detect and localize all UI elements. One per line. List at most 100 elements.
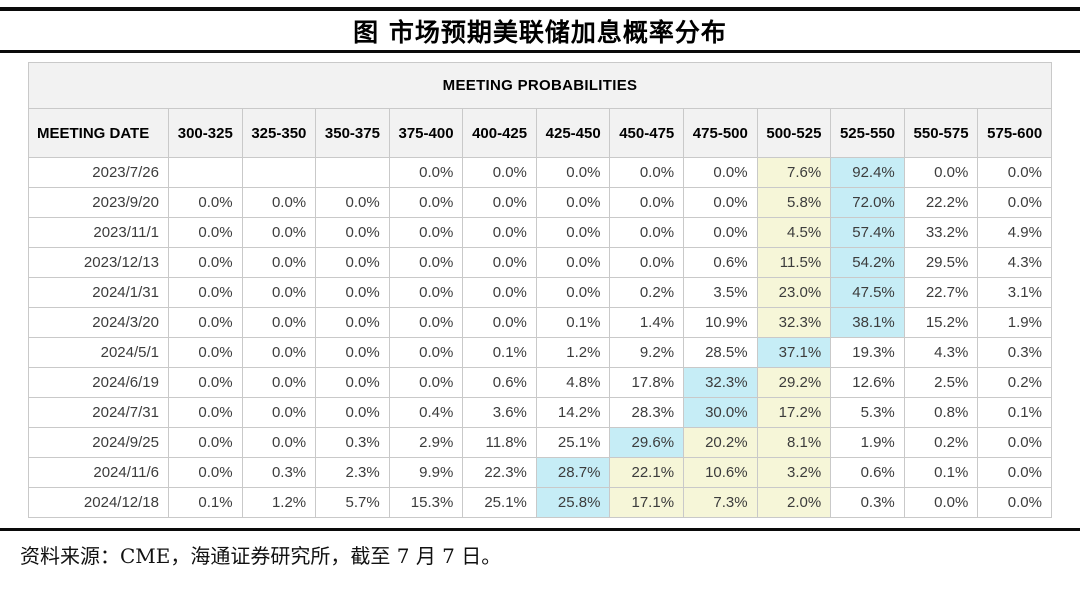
- probability-cell: 32.3%: [756, 307, 832, 338]
- probability-cell: 3.2%: [756, 457, 832, 488]
- probability-cell: 0.1%: [535, 307, 611, 338]
- probability-cell: 0.0%: [388, 187, 464, 218]
- probability-cell: 0.0%: [315, 337, 390, 368]
- col-header-range: 350-375: [315, 108, 390, 158]
- probability-cell: 0.3%: [977, 337, 1052, 368]
- table-row: 2024/11/6 0.0% 0.3% 2.3% 9.9% 22.3% 28.7% 22.1%…: [28, 457, 1052, 488]
- probability-cell: 1.2%: [241, 487, 317, 518]
- meeting-date-cell: 2024/12/18: [28, 487, 169, 518]
- col-header-range: 475-500: [683, 108, 758, 158]
- probability-cell: 0.0%: [241, 307, 317, 338]
- probability-cell: 0.1%: [977, 397, 1052, 428]
- probability-cell: [241, 157, 317, 188]
- probability-cell: 38.1%: [830, 307, 905, 338]
- probability-cell: 0.0%: [315, 307, 390, 338]
- probability-cell: 0.1%: [462, 337, 537, 368]
- table-caption: MEETING PROBABILITIES: [28, 62, 1052, 109]
- probability-cell: 10.9%: [683, 307, 758, 338]
- probability-cell: 0.0%: [462, 217, 537, 248]
- probability-cell: 33.2%: [903, 217, 979, 248]
- probability-cell: 22.2%: [903, 187, 979, 218]
- probability-cell: 17.2%: [756, 397, 832, 428]
- probability-cell: 0.2%: [903, 427, 979, 458]
- probability-cell: 10.6%: [683, 457, 758, 488]
- probability-cell: 32.3%: [683, 367, 758, 398]
- probability-cell: 0.0%: [462, 187, 537, 218]
- probability-cell: 0.0%: [241, 367, 317, 398]
- probability-cell: 0.0%: [462, 277, 537, 308]
- probability-cell: 15.3%: [388, 487, 464, 518]
- probability-cell: 4.9%: [977, 217, 1052, 248]
- table-row: 2024/9/25 0.0% 0.0% 0.3% 2.9% 11.8% 25.1% 29.6%…: [28, 427, 1052, 458]
- probability-cell: 0.0%: [388, 247, 464, 278]
- probability-cell: 4.3%: [977, 247, 1052, 278]
- meeting-date-cell: 2024/5/1: [28, 337, 169, 368]
- probability-cell: 0.0%: [462, 247, 537, 278]
- probability-cell: [168, 157, 243, 188]
- probability-cell: 0.0%: [241, 187, 317, 218]
- table-caption-row: MEETING PROBABILITIES: [28, 62, 1052, 109]
- probability-cell: 0.0%: [462, 307, 537, 338]
- meeting-date-cell: 2024/7/31: [28, 397, 169, 428]
- probability-cell: 0.0%: [609, 157, 685, 188]
- probability-cell: 47.5%: [830, 277, 905, 308]
- probability-cell: 0.0%: [315, 217, 390, 248]
- col-header-range: 525-550: [830, 108, 905, 158]
- probability-cell: 0.0%: [241, 217, 317, 248]
- probability-cell: 0.0%: [535, 157, 611, 188]
- table-row: 2023/9/20 0.0% 0.0% 0.0% 0.0% 0.0% 0.0% 0.0% 0.0…: [28, 187, 1052, 218]
- probability-cell: 0.0%: [609, 217, 685, 248]
- figure-title: 图 市场预期美联储加息概率分布: [353, 18, 727, 47]
- probability-cell: 19.3%: [830, 337, 905, 368]
- probability-cell: 3.1%: [977, 277, 1052, 308]
- source-note: 资料来源：CME，海通证券研究所，截至 7 月 7 日。: [20, 544, 502, 568]
- probability-cell: 92.4%: [830, 157, 905, 188]
- probability-cell: 0.0%: [903, 157, 979, 188]
- probability-cell: 25.1%: [462, 487, 537, 518]
- meeting-date-cell: 2024/1/31: [28, 277, 169, 308]
- probability-cell: 0.0%: [683, 157, 758, 188]
- probability-cell: 0.0%: [241, 397, 317, 428]
- probability-cell: 5.7%: [315, 487, 390, 518]
- probability-cell: 29.5%: [903, 247, 979, 278]
- probability-cell: 0.0%: [315, 367, 390, 398]
- meeting-probabilities-table: MEETING PROBABILITIES MEETING DATE 300-3…: [28, 62, 1052, 518]
- probability-cell: 0.6%: [830, 457, 905, 488]
- probability-cell: 2.9%: [388, 427, 464, 458]
- probability-cell: 0.0%: [168, 457, 243, 488]
- probability-cell: 28.7%: [535, 457, 611, 488]
- probability-cell: 0.0%: [609, 247, 685, 278]
- probabilities-grid: MEETING PROBABILITIES MEETING DATE 300-3…: [28, 62, 1052, 518]
- probability-cell: 4.8%: [535, 367, 611, 398]
- probability-cell: 0.0%: [168, 367, 243, 398]
- meeting-date-cell: 2024/9/25: [28, 427, 169, 458]
- probability-cell: 0.0%: [388, 277, 464, 308]
- probability-cell: 0.0%: [683, 217, 758, 248]
- probability-cell: 0.0%: [977, 157, 1052, 188]
- probability-cell: 0.0%: [535, 187, 611, 218]
- meeting-date-cell: 2024/11/6: [28, 457, 169, 488]
- meeting-date-cell: 2023/9/20: [28, 187, 169, 218]
- col-header-range: 550-575: [903, 108, 979, 158]
- probability-cell: 5.8%: [756, 187, 832, 218]
- probability-cell: 0.3%: [315, 427, 390, 458]
- probability-cell: 14.2%: [535, 397, 611, 428]
- table-row: 2023/7/26 0.0% 0.0% 0.0% 0.0% 0.0% 7.6% 92.4% 0.…: [28, 157, 1052, 188]
- probability-cell: 12.6%: [830, 367, 905, 398]
- probability-cell: 0.0%: [388, 307, 464, 338]
- col-header-range: 400-425: [462, 108, 537, 158]
- probability-cell: 0.6%: [462, 367, 537, 398]
- probability-cell: 54.2%: [830, 247, 905, 278]
- col-header-range: 375-400: [388, 108, 464, 158]
- probability-cell: 0.0%: [977, 427, 1052, 458]
- probability-cell: 3.5%: [683, 277, 758, 308]
- probability-cell: 0.0%: [168, 427, 243, 458]
- probability-cell: 30.0%: [683, 397, 758, 428]
- probability-cell: 0.0%: [315, 277, 390, 308]
- probability-cell: 1.4%: [609, 307, 685, 338]
- probability-cell: 2.3%: [315, 457, 390, 488]
- table-header-row: MEETING DATE 300-325 325-350 350-375 375-40…: [28, 108, 1052, 158]
- probability-cell: 0.0%: [168, 217, 243, 248]
- probability-cell: 0.0%: [168, 337, 243, 368]
- table-row: 2024/3/20 0.0% 0.0% 0.0% 0.0% 0.0% 0.1% 1.4% 10.…: [28, 307, 1052, 338]
